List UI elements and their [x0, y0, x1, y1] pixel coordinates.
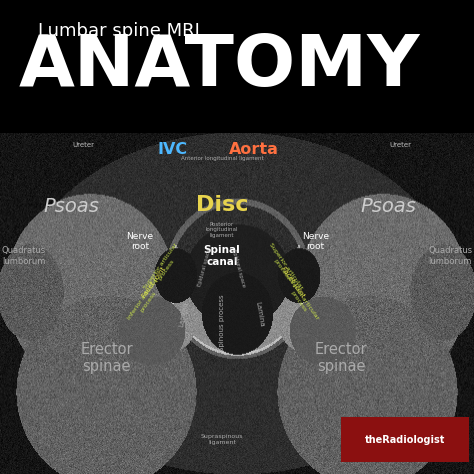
Text: Aorta: Aorta: [228, 142, 279, 157]
Text: Spinous process: Spinous process: [219, 294, 225, 351]
Text: Ureter: Ureter: [390, 142, 411, 147]
Text: Psoas: Psoas: [361, 197, 417, 216]
Text: ANATOMY: ANATOMY: [19, 32, 420, 101]
Text: Disc: Disc: [196, 195, 248, 215]
Text: Spinal
canal: Spinal canal: [203, 245, 240, 267]
Text: Supraspinous
ligament: Supraspinous ligament: [201, 434, 243, 445]
Text: Nerve
root: Nerve root: [301, 232, 329, 251]
Text: theRadiologist: theRadiologist: [365, 435, 446, 445]
Text: Ureter: Ureter: [72, 142, 94, 147]
Text: Epidural space: Epidural space: [197, 248, 212, 287]
Text: Anterior longitudinal ligament: Anterior longitudinal ligament: [181, 156, 263, 161]
Text: Erector
spinae: Erector spinae: [315, 342, 368, 374]
Text: Facet joint: Facet joint: [280, 265, 306, 299]
Text: Lamina: Lamina: [179, 301, 189, 327]
Text: Inferior articular
process: Inferior articular process: [282, 275, 320, 324]
Text: Epidural space: Epidural space: [231, 248, 246, 287]
FancyBboxPatch shape: [341, 417, 469, 462]
Text: Superior articular
process: Superior articular process: [143, 242, 184, 293]
FancyBboxPatch shape: [0, 0, 474, 133]
Text: Psoas: Psoas: [43, 197, 99, 216]
Text: Lamina: Lamina: [255, 301, 265, 327]
Text: Posterior
longitudinal
ligament: Posterior longitudinal ligament: [206, 221, 238, 238]
Text: Inferior articular
process: Inferior articular process: [127, 275, 165, 324]
Text: Quadratus
lumborum: Quadratus lumborum: [428, 246, 473, 265]
Text: IVC: IVC: [158, 142, 188, 157]
Text: Superior articular
process: Superior articular process: [263, 242, 304, 293]
Text: Erector
spinae: Erector spinae: [80, 342, 133, 374]
Text: Nerve
root: Nerve root: [126, 232, 154, 251]
Text: Facet joint: Facet joint: [141, 265, 167, 299]
Text: Quadratus
lumborum: Quadratus lumborum: [1, 246, 46, 265]
Text: Lumbar spine MRI: Lumbar spine MRI: [38, 22, 200, 40]
